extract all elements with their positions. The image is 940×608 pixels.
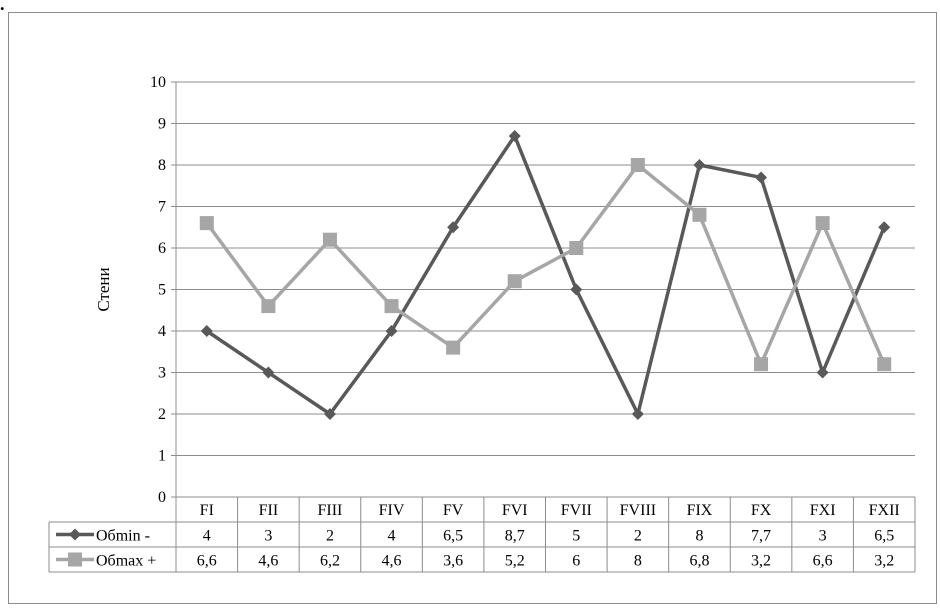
category-label: FVI <box>502 502 528 519</box>
category-label: FIV <box>379 502 405 519</box>
y-tick-label: 7 <box>158 199 166 216</box>
table-value: 8 <box>695 528 703 545</box>
data-point <box>815 216 830 231</box>
table-value: 3 <box>819 528 827 545</box>
y-tick-label: 9 <box>158 116 166 133</box>
data-point <box>200 325 213 337</box>
data-point <box>816 366 829 379</box>
table-value: 6,5 <box>874 528 894 545</box>
data-point <box>692 207 707 222</box>
table-value: 4 <box>203 528 211 545</box>
y-tick-label: 4 <box>158 323 166 340</box>
y-tick-label: 3 <box>158 365 166 382</box>
data-point <box>447 221 460 234</box>
category-label: FV <box>443 502 464 519</box>
category-label: FII <box>259 502 279 519</box>
legend-label: Обmax + <box>96 553 156 570</box>
data-point <box>508 129 521 142</box>
category-label: FX <box>751 502 772 519</box>
table-value: 6,6 <box>197 553 217 570</box>
table-value: 4,6 <box>382 553 402 570</box>
data-point <box>262 366 275 379</box>
data-point <box>261 299 276 314</box>
category-label: FVIII <box>620 502 656 519</box>
data-point <box>570 283 583 296</box>
data-point <box>630 158 645 172</box>
series-line <box>205 163 886 366</box>
y-tick-label: 10 <box>150 74 166 91</box>
table-value: 3 <box>264 528 272 545</box>
data-point <box>323 408 336 420</box>
series-line <box>205 134 886 416</box>
category-label: FI <box>200 502 214 519</box>
data-point <box>877 357 892 372</box>
y-tick-label: 5 <box>158 282 166 299</box>
data-point <box>755 171 768 184</box>
legend-label: Обmin - <box>96 528 150 545</box>
category-label: FXII <box>869 502 900 519</box>
chart-area: 0 1 2 3 4 5 6 7 8 9 10 Стени FI FII FIII FIV FV FVI FVII FV… <box>8 12 937 604</box>
data-point <box>446 340 461 355</box>
table-value: 2 <box>326 528 334 545</box>
legend-marker <box>68 552 82 567</box>
table-value: 2 <box>634 528 642 545</box>
data-point <box>199 216 214 231</box>
table-value: 8 <box>634 553 642 570</box>
y-tick-label: 1 <box>158 448 166 465</box>
legend-marker <box>69 528 81 541</box>
table-value: 8,7 <box>505 528 525 545</box>
y-tick-label: 8 <box>158 157 166 174</box>
line-chart: 0 1 2 3 4 5 6 7 8 9 10 Стени FI FII FIII FIV FV FVI FVII FV… <box>48 74 916 573</box>
table-value: 3,2 <box>874 553 894 570</box>
category-label: FIX <box>687 502 713 519</box>
data-point <box>385 325 398 337</box>
table-value: 6 <box>572 553 580 570</box>
data-point <box>693 159 706 171</box>
data-point <box>631 408 644 420</box>
table-value: 4,6 <box>258 553 278 570</box>
y-tick-label: 2 <box>158 406 166 423</box>
table-value: 6,8 <box>689 553 709 570</box>
table-value: 6,2 <box>320 553 340 570</box>
data-point <box>754 357 769 372</box>
data-point <box>507 274 522 289</box>
table-value: 4 <box>388 528 396 545</box>
data-point <box>384 299 399 314</box>
table-value: 3,6 <box>443 553 463 570</box>
corner-mark: . <box>0 0 5 14</box>
data-point <box>878 221 891 234</box>
table-value: 3,2 <box>751 553 771 570</box>
data-point <box>322 232 337 247</box>
y-axis-title: Стени <box>94 267 113 311</box>
table-value: 5 <box>572 528 580 545</box>
table-value: 6,6 <box>813 553 833 570</box>
category-label: FXI <box>810 502 836 519</box>
y-tick-label: 6 <box>158 240 166 257</box>
table-value: 5,2 <box>505 553 525 570</box>
data-point <box>569 241 584 255</box>
y-tick-label: 0 <box>158 489 166 506</box>
category-label: FIII <box>318 502 343 519</box>
table-value: 6,5 <box>443 528 463 545</box>
table-value: 7,7 <box>751 528 771 545</box>
category-label: FVII <box>561 502 592 519</box>
